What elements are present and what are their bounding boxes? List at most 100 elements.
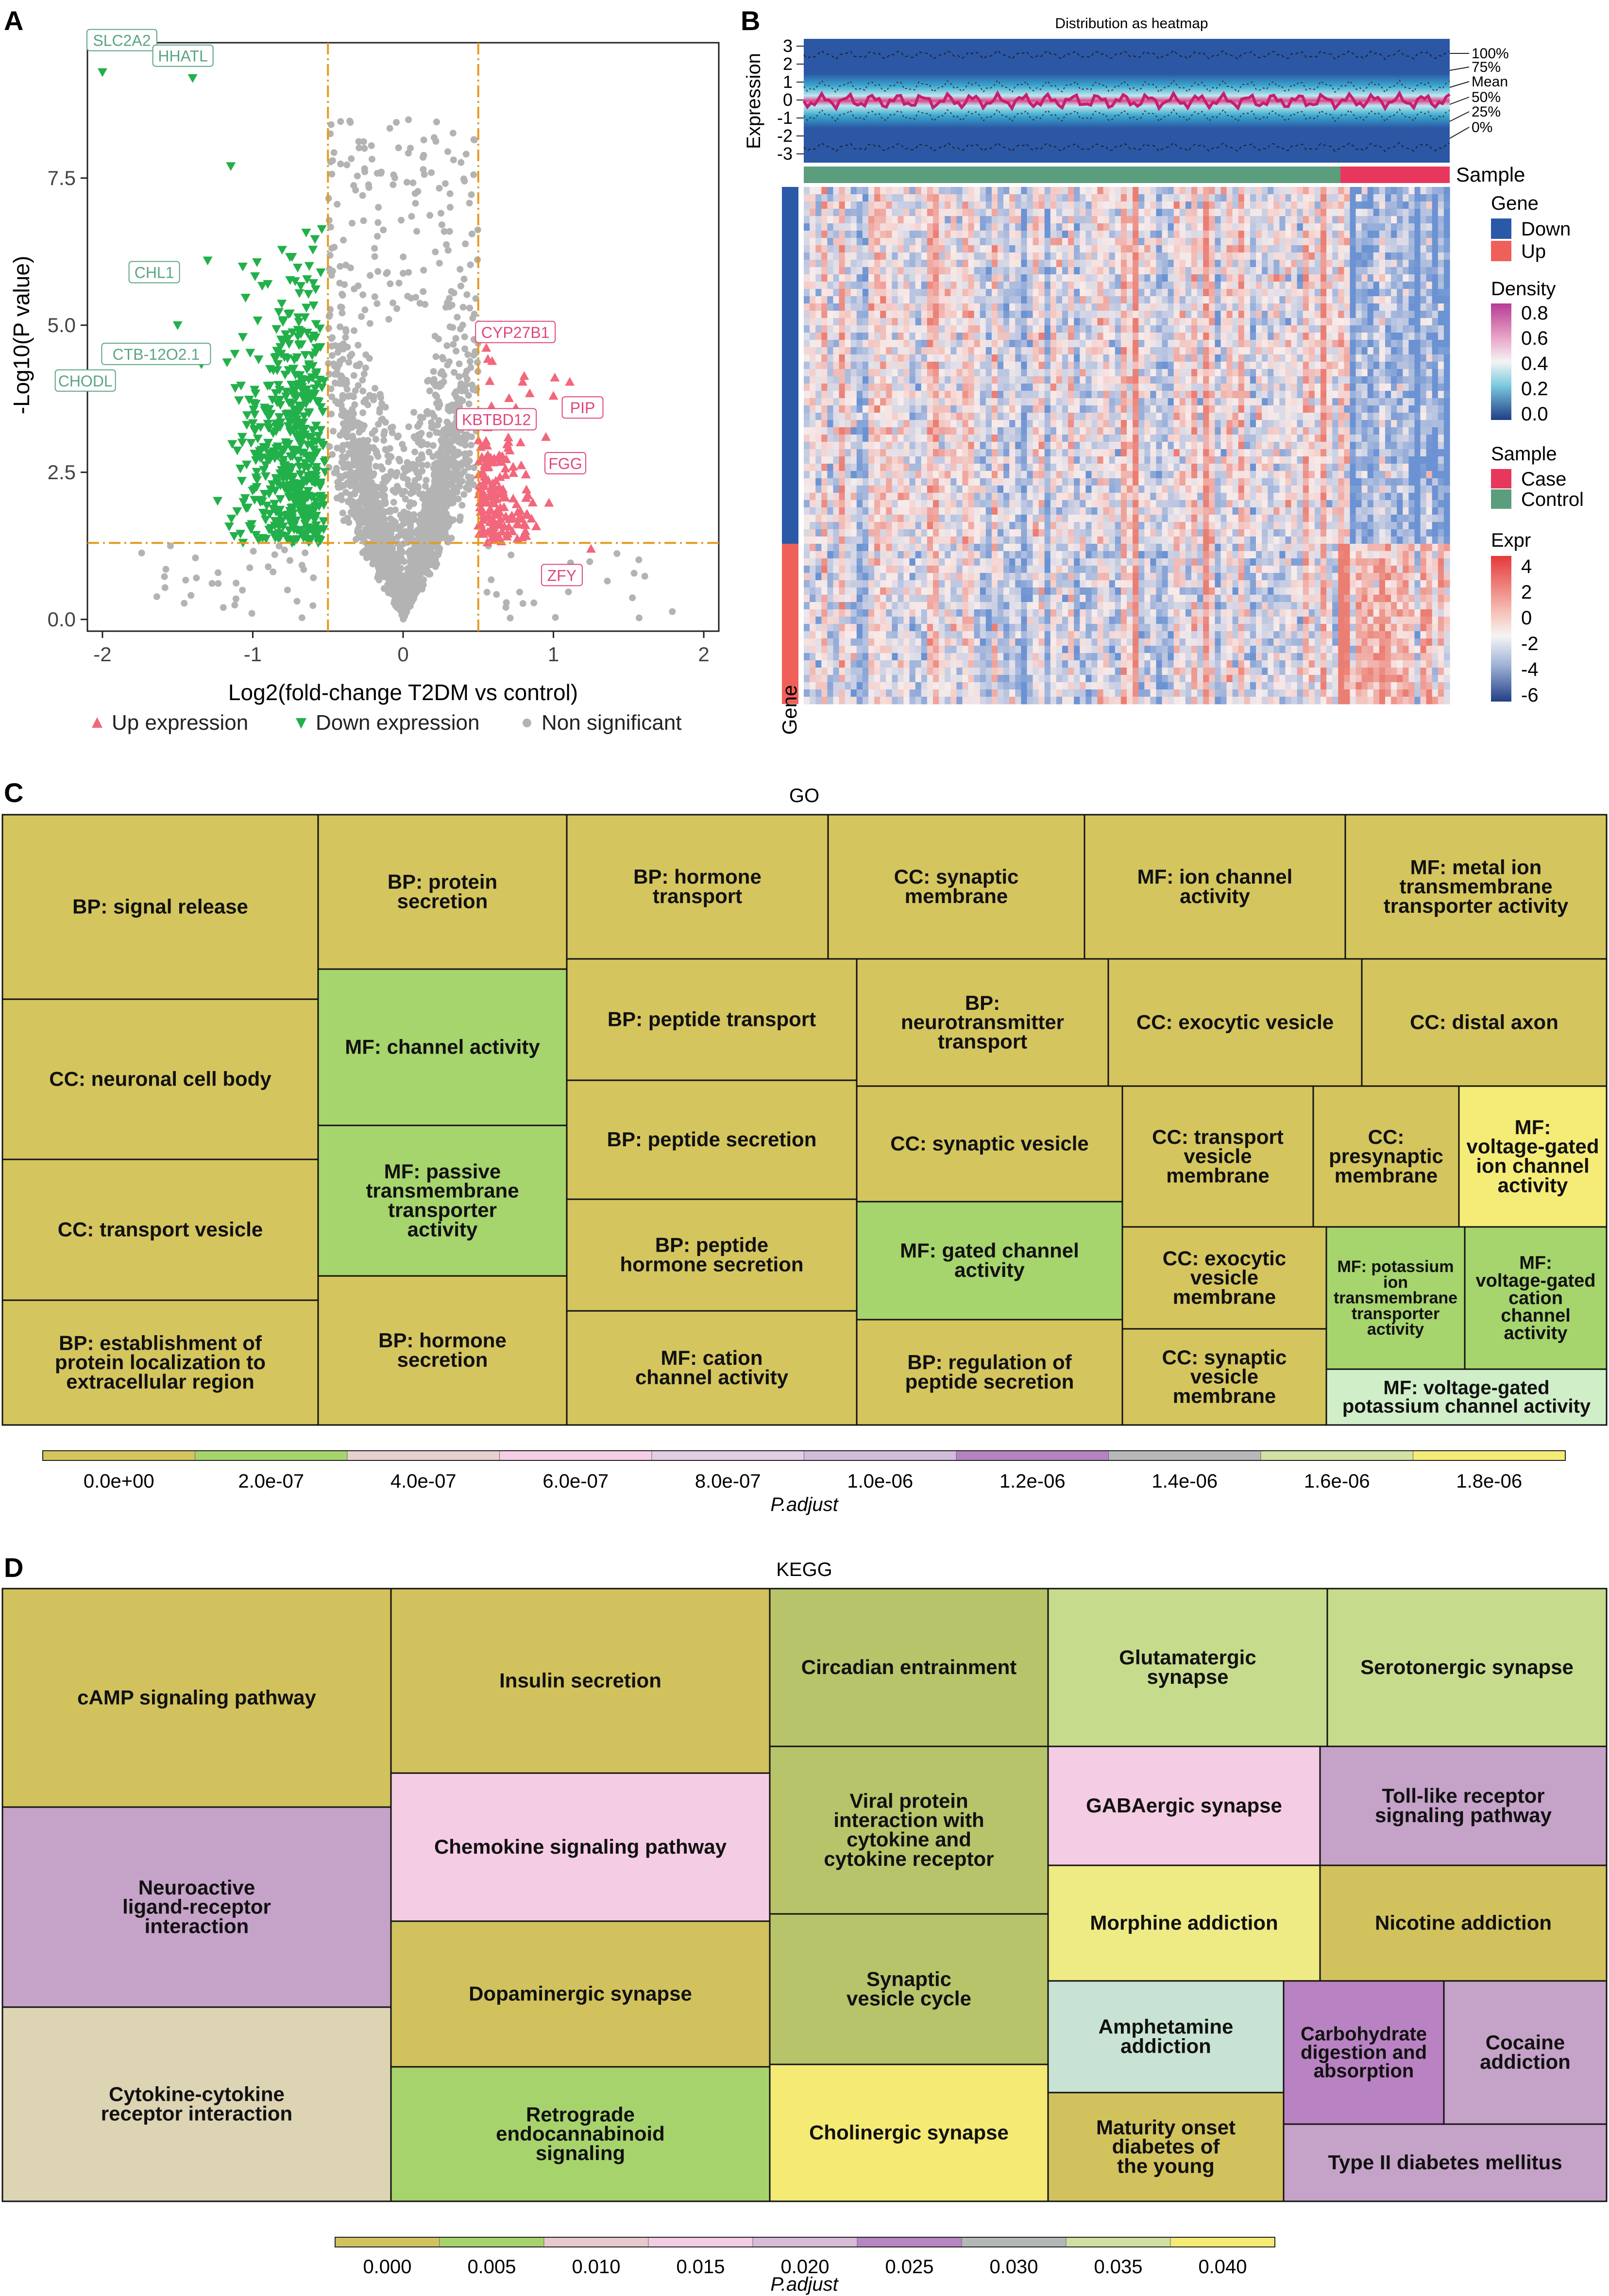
heatmap-cell <box>868 551 875 559</box>
ns-point <box>432 248 439 255</box>
heatmap-cell <box>868 500 875 508</box>
heatmap-cell <box>821 340 828 348</box>
ns-point <box>432 391 439 399</box>
heatmap-cell <box>892 587 898 595</box>
heatmap-cell <box>874 223 881 231</box>
heatmap-cell <box>868 493 875 501</box>
quantile-label: Mean <box>1472 74 1508 90</box>
heatmap-cell <box>833 405 840 413</box>
ns-point <box>444 426 452 433</box>
heatmap-cell <box>874 456 881 464</box>
heatmap-cell <box>815 311 822 318</box>
heatmap-cell <box>850 194 857 202</box>
heatmap-cell <box>909 267 916 275</box>
heatmap-cell <box>827 223 834 231</box>
heatmap-cell <box>880 398 886 406</box>
ns-point <box>359 496 367 503</box>
heatmap-cell <box>886 216 892 224</box>
heatmap-cell <box>880 660 886 668</box>
heatmap-cell <box>821 507 828 515</box>
heatmap-cell <box>804 245 810 253</box>
heatmap-cell <box>862 362 869 369</box>
heatmap-cell <box>898 369 904 377</box>
heatmap-cell <box>839 493 846 501</box>
heatmap-cell <box>845 201 851 209</box>
heatmap-cell <box>909 362 916 369</box>
heatmap-cell <box>892 398 898 406</box>
ns-point <box>346 412 354 419</box>
heatmap-cell <box>827 194 834 202</box>
heatmap-cell <box>804 624 810 632</box>
heatmap-cell <box>909 536 916 544</box>
heatmap-cell <box>915 486 922 493</box>
panel-label-a: A <box>4 5 23 36</box>
heatmap-cell <box>874 478 881 486</box>
heatmap-cell <box>898 238 904 246</box>
heatmap-cell <box>833 209 840 217</box>
heatmap-cell <box>862 631 869 639</box>
heatmap-cell <box>821 238 828 246</box>
heatmap-cell <box>839 442 846 450</box>
heatmap-cell <box>856 413 863 420</box>
heatmap-cell <box>815 486 822 493</box>
heatmap-cell <box>880 668 886 675</box>
heatmap-cell <box>898 500 904 508</box>
heatmap-cell <box>815 595 822 603</box>
ns-point <box>361 145 368 152</box>
heatmap-cell <box>868 653 875 661</box>
heatmap-cell <box>833 340 840 348</box>
ns-point <box>408 213 415 220</box>
ns-point <box>465 392 472 399</box>
heatmap-cell <box>827 216 834 224</box>
heatmap-cell <box>833 595 840 603</box>
heatmap-cell <box>874 471 881 479</box>
heatmap-cell <box>833 260 840 268</box>
ns-point <box>436 184 443 192</box>
heatmap-cell <box>810 209 816 217</box>
heatmap-cell <box>880 653 886 661</box>
heatmap-cell <box>886 486 892 493</box>
heatmap-cell <box>833 646 840 654</box>
heatmap-cell <box>850 376 857 384</box>
heatmap-cell <box>880 376 886 384</box>
heatmap-cell <box>839 303 846 311</box>
heatmap-cell <box>821 369 828 377</box>
ns-point <box>393 585 401 592</box>
volcano-points <box>97 68 676 623</box>
heatmap-cell <box>827 442 834 450</box>
heatmap-cell <box>868 449 875 457</box>
legend-marker-down <box>296 718 306 729</box>
heatmap-cell <box>850 646 857 654</box>
heatmap-cell <box>880 282 886 289</box>
heatmap-cell <box>821 573 828 581</box>
heatmap-cell <box>868 384 875 391</box>
heatmap-cell <box>892 267 898 275</box>
heatmap-cell <box>850 296 857 304</box>
ns-point <box>325 217 333 224</box>
heatmap-cell <box>898 522 904 530</box>
ns-point <box>430 484 437 491</box>
heatmap-cell <box>868 369 875 377</box>
ns-point <box>336 280 343 287</box>
heatmap-cell <box>839 609 846 617</box>
x-tick-label: 1 <box>548 643 559 666</box>
ns-point <box>379 543 387 550</box>
heatmap-cell <box>827 580 834 588</box>
heatmap-cell <box>862 216 869 224</box>
ns-point <box>426 431 433 438</box>
heatmap-cell <box>892 493 898 501</box>
heatmap-cell <box>868 325 875 333</box>
ns-point <box>357 420 364 428</box>
ns-point <box>410 409 418 416</box>
heatmap-cell <box>886 187 892 195</box>
heatmap-cell <box>892 252 898 260</box>
heatmap-cell <box>850 668 857 675</box>
heatmap-cell <box>821 376 828 384</box>
heatmap-cell <box>862 580 869 588</box>
heatmap-cell <box>898 697 904 704</box>
ns-point <box>381 562 388 569</box>
heatmap-cell <box>815 194 822 202</box>
heatmap-cell <box>862 296 869 304</box>
heatmap-cell <box>845 507 851 515</box>
heatmap-cell <box>909 566 916 573</box>
